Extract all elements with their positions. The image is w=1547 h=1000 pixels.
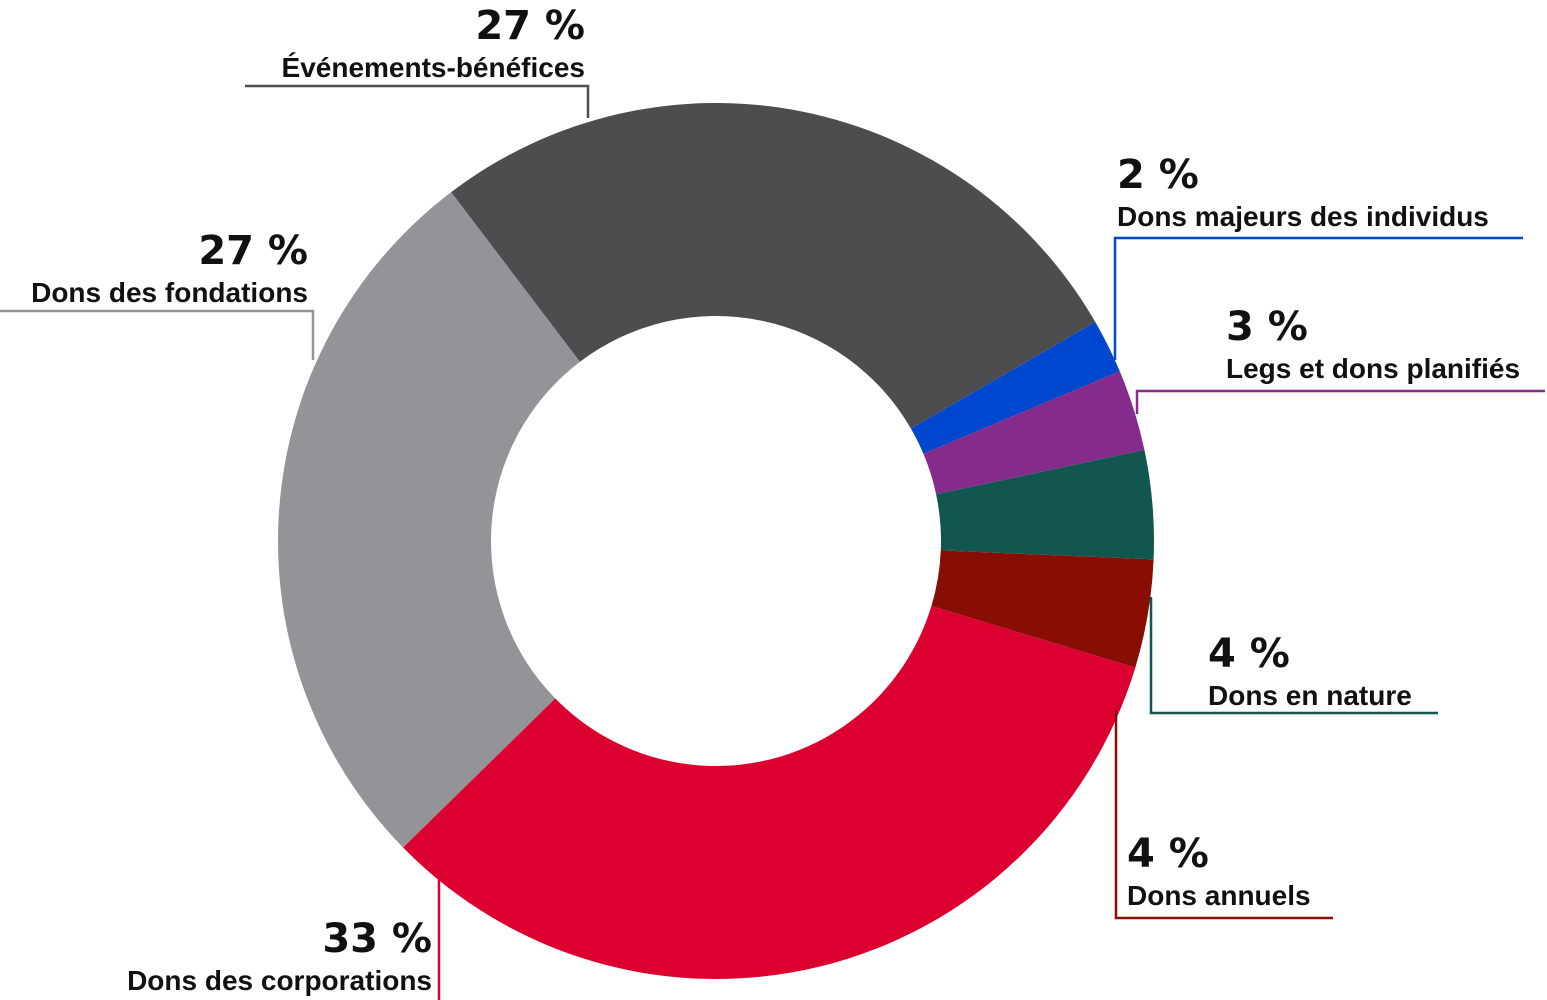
slice-category-label: Dons majeurs des individus — [1117, 201, 1489, 232]
slice-percent-label: 27 % — [198, 228, 308, 274]
leader-line-dons-majeurs-des-individus — [1113, 236, 1523, 360]
leader-line-dons-des-fondations — [0, 309, 315, 360]
slice-category-label: Dons en nature — [1208, 680, 1412, 711]
slice-percent-label: 2 % — [1117, 152, 1199, 198]
leader-line-dons-annuels — [1114, 710, 1333, 920]
slice-dons-majeurs-des-individus — [910, 322, 1120, 454]
slice-category-label: Legs et dons planifiés — [1226, 353, 1520, 384]
slice-percent-label: 27 % — [475, 3, 585, 49]
slice-labels: 2 %Dons majeurs des individus 3 %Legs et … — [31, 3, 1520, 996]
leader-lines — [0, 84, 1545, 1000]
slice-legs-et-dons-planifies — [923, 371, 1145, 495]
leader-line-evenements-benefices — [245, 84, 590, 118]
slice-percent-label: 4 % — [1127, 831, 1209, 877]
leader-line-dons-en-nature — [1149, 597, 1438, 715]
slice-percent-label: 33 % — [322, 916, 432, 962]
slice-category-label: Dons des fondations — [31, 277, 308, 308]
slice-category-label: Événements-bénéfices — [282, 52, 585, 83]
leader-line-legs-et-dons-planifies — [1135, 389, 1545, 414]
donut-slices — [277, 103, 1154, 979]
slice-percent-label: 3 % — [1226, 304, 1308, 350]
slice-dons-des-fondations — [277, 192, 580, 848]
slice-dons-en-nature — [936, 449, 1154, 560]
slice-evenements-benefices — [451, 103, 1096, 429]
slice-dons-annuels — [931, 550, 1154, 668]
slice-category-label: Dons des corporations — [127, 965, 432, 996]
slice-percent-label: 4 % — [1208, 631, 1290, 677]
slice-dons-des-corporations — [403, 606, 1136, 979]
slice-category-label: Dons annuels — [1127, 880, 1311, 911]
